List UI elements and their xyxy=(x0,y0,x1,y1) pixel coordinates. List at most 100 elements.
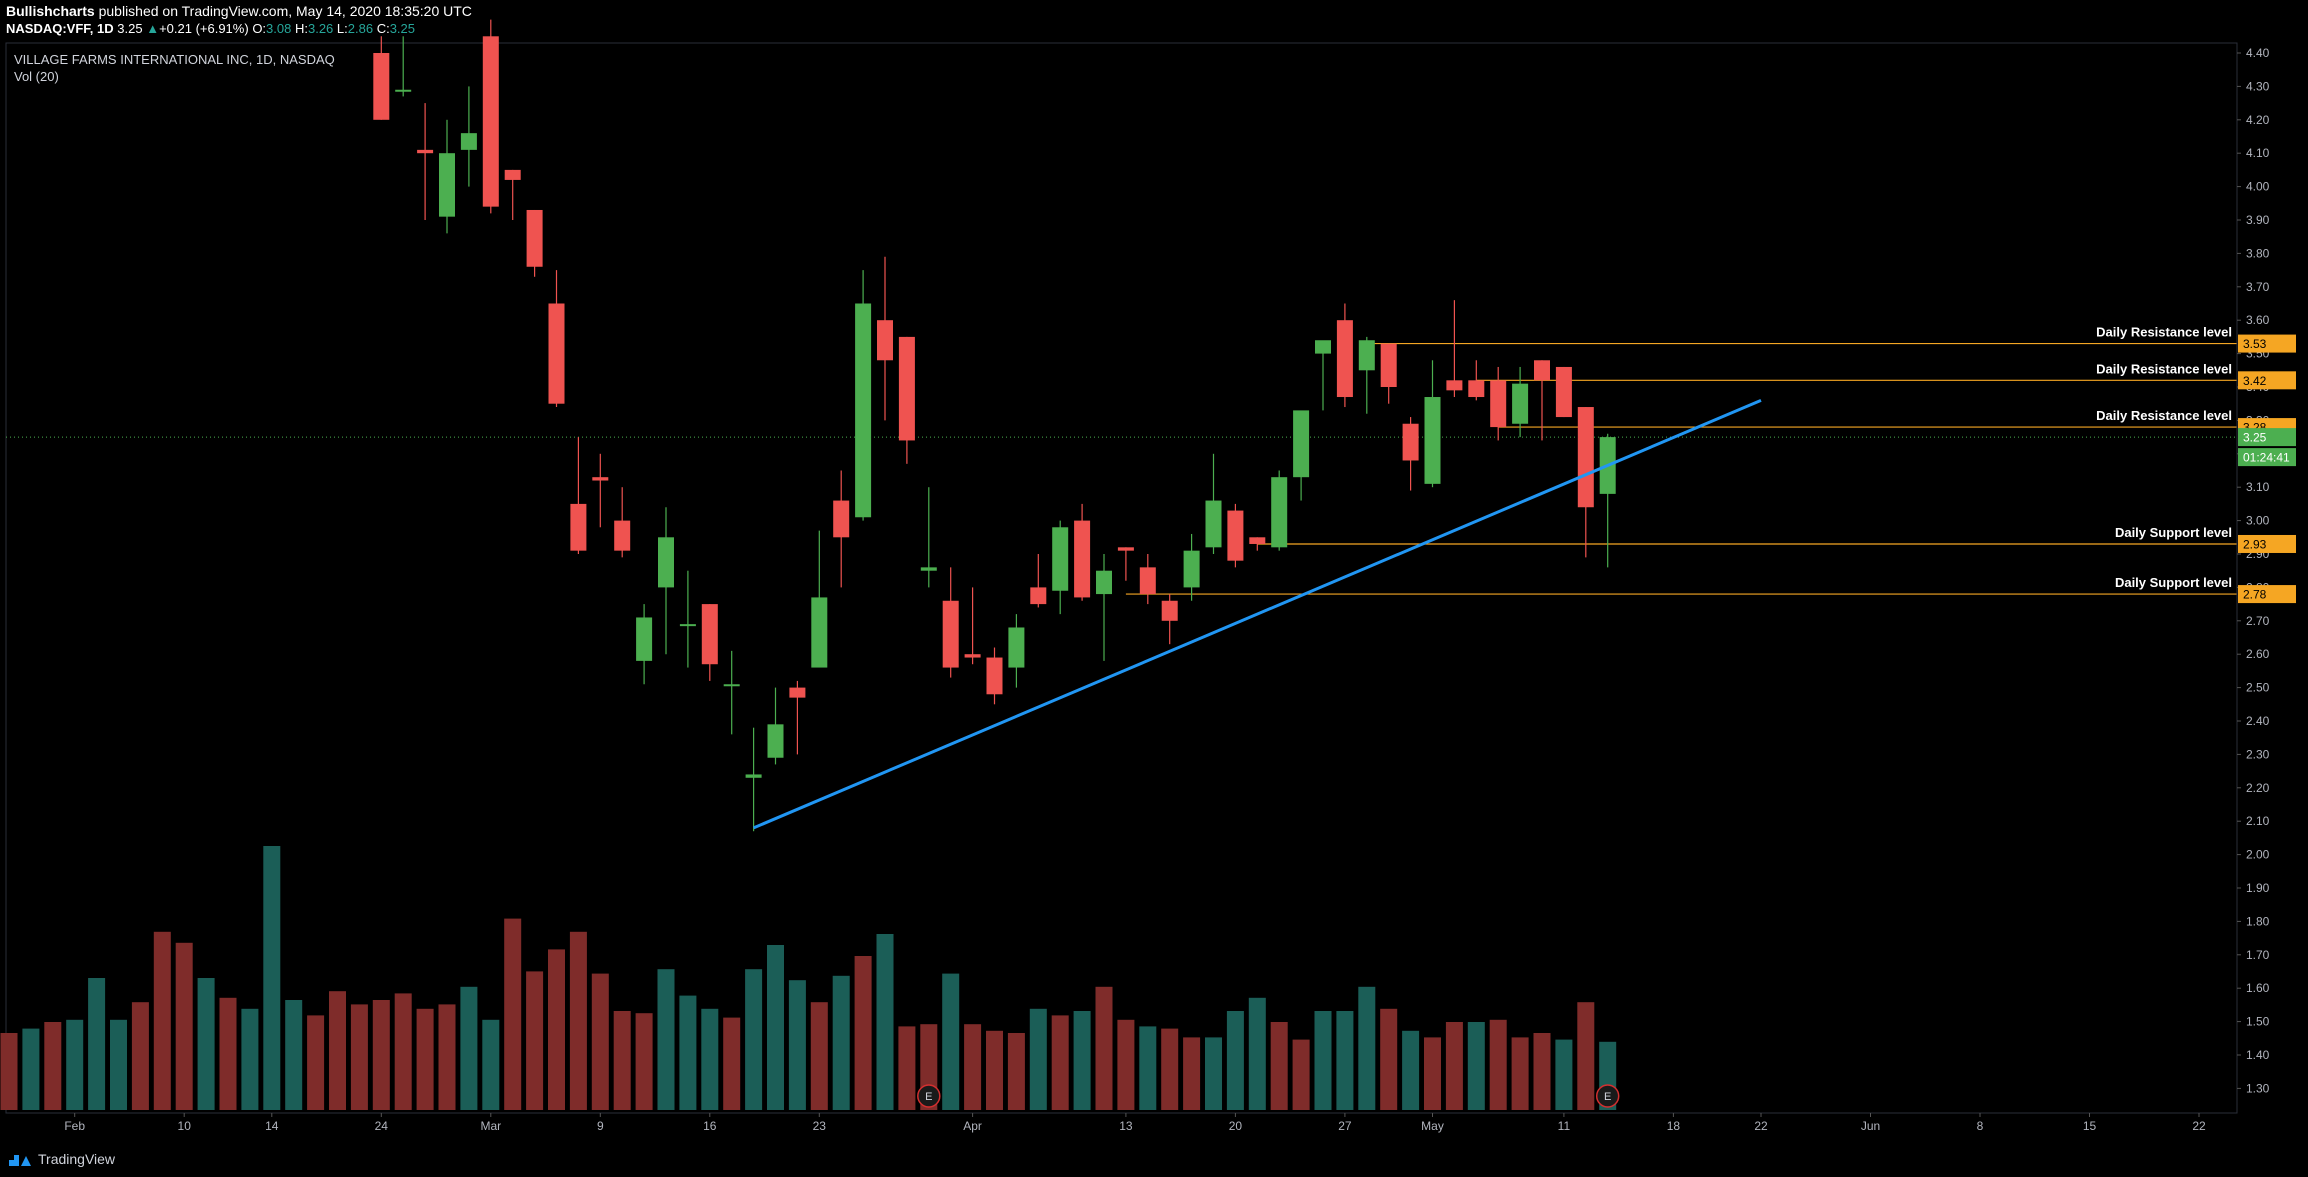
price-chart[interactable]: VILLAGE FARMS INTERNATIONAL INC, 1D, NAS… xyxy=(0,0,2308,1143)
candle-body-down xyxy=(1446,380,1463,391)
candle-body-up xyxy=(1358,340,1375,371)
price-tick-label: 2.60 xyxy=(2246,647,2270,661)
candle-body-down xyxy=(1490,380,1507,428)
volume-bar-down xyxy=(44,1022,62,1110)
volume-bar-down xyxy=(723,1017,741,1110)
candle-body-up xyxy=(920,567,937,571)
tradingview-logo-icon xyxy=(9,1155,31,1167)
price-tick-label: 4.40 xyxy=(2246,46,2270,60)
volume-indicator-label[interactable]: Vol (20) xyxy=(14,69,59,84)
volume-bar-up xyxy=(701,1008,719,1110)
level-label: Daily Resistance level xyxy=(2096,408,2232,423)
volume-bar-down xyxy=(635,1013,653,1110)
candle-body-down xyxy=(701,604,718,665)
price-tick-label: 3.80 xyxy=(2246,246,2270,260)
volume-bar-up xyxy=(1205,1037,1222,1110)
volume-bar-up xyxy=(1139,1026,1157,1110)
volume-bar-up xyxy=(197,978,215,1110)
earnings-marker-icon[interactable] xyxy=(1595,1084,1620,1108)
time-axis[interactable]: Feb 10 14 24 Mar 9 16 23 Apr 13 20 27 May 11 18 22 Jun 8 1… xyxy=(6,1112,2237,1133)
volume-bar-down xyxy=(1292,1039,1310,1110)
volume-bar-up xyxy=(832,975,850,1110)
candle-body-down xyxy=(1139,567,1156,595)
candle-body-up xyxy=(658,537,674,588)
candle-body-down xyxy=(964,654,981,658)
level-price-tag-bg xyxy=(2238,534,2296,553)
volume-bar-up xyxy=(679,995,697,1110)
candle-body-up xyxy=(1052,527,1069,591)
volume-bar-up xyxy=(263,846,281,1110)
price-tick-label: 2.70 xyxy=(2246,614,2270,628)
volume-bar-down xyxy=(350,1004,368,1110)
horizontal-levels[interactable]: Daily Resistance level Daily Resistance l… xyxy=(6,325,2237,595)
candle-body-up xyxy=(811,597,828,668)
candle-body-up xyxy=(1271,477,1288,548)
price-tick-label: 2.00 xyxy=(2246,848,2270,862)
earnings-marker-label: E xyxy=(925,1091,932,1103)
candle-body-down xyxy=(570,503,587,551)
candle-body-down xyxy=(504,169,521,180)
candle-body-down xyxy=(1577,407,1594,508)
price-tick-label: 4.20 xyxy=(2246,113,2270,127)
level-price-tag: 3.53 xyxy=(2243,337,2267,351)
volume-bar-up xyxy=(1336,1011,1354,1110)
candle-body-down xyxy=(1249,537,1266,544)
volume-bar-up xyxy=(241,1008,259,1110)
volume-bar-up xyxy=(745,969,763,1110)
footer-brand-text: TradingView xyxy=(38,1151,116,1167)
tradingview-logo[interactable]: TradingView xyxy=(8,1151,115,1167)
candle-body-down xyxy=(1336,320,1353,398)
volume-bar-down xyxy=(1380,1008,1398,1110)
volume-bar-down xyxy=(175,942,193,1110)
time-tick-label: 16 xyxy=(703,1119,717,1133)
volume-bar-down xyxy=(1095,986,1113,1110)
volume-bar-up xyxy=(1073,1011,1091,1110)
volume-bar-down xyxy=(1051,1015,1069,1110)
candle-body-down xyxy=(1402,423,1419,461)
candle-body-down xyxy=(592,477,609,481)
candle-body-up xyxy=(1205,500,1222,548)
time-tick-label: 24 xyxy=(375,1119,389,1133)
candle-body-down xyxy=(942,600,959,668)
volume-bar-down xyxy=(1117,1019,1135,1110)
price-tick-label: 2.30 xyxy=(2246,747,2270,761)
candle-body-down xyxy=(986,657,1003,695)
volume-bar-up xyxy=(1358,986,1376,1110)
time-tick-label: May xyxy=(1421,1119,1444,1133)
open-label: O: xyxy=(252,21,267,36)
time-tick-label: Feb xyxy=(64,1119,85,1133)
author-name[interactable]: Bullishcharts xyxy=(6,3,95,19)
trendline-segment[interactable] xyxy=(753,398,1762,830)
price-tick-label: 1.90 xyxy=(2246,881,2270,895)
time-tick-label: 8 xyxy=(1977,1119,1984,1133)
earnings-marker-icon[interactable] xyxy=(917,1084,941,1108)
symbol-label[interactable]: NASDAQ:VFF, 1D xyxy=(6,21,114,36)
volume-bar-down xyxy=(416,1008,434,1110)
candle-body-up xyxy=(723,684,740,687)
trendline[interactable] xyxy=(753,398,1762,830)
volume-bar-down xyxy=(372,1000,390,1110)
candle-body-up xyxy=(1424,397,1441,484)
close-label: C: xyxy=(376,21,390,36)
candle-body-down xyxy=(614,520,631,551)
candle-body-up xyxy=(1293,410,1310,478)
volume-bar-up xyxy=(1555,1039,1573,1110)
candle-body-up xyxy=(460,133,477,150)
volume-bar-down xyxy=(1161,1028,1179,1110)
price-tick-label: 3.70 xyxy=(2246,280,2270,294)
high-value: 3.26 xyxy=(307,21,334,36)
volume-bar-down xyxy=(526,971,544,1110)
volume-bar-down xyxy=(1511,1037,1529,1110)
volume-bar-up xyxy=(1226,1011,1244,1110)
volume-bar-down xyxy=(569,931,587,1110)
volume-bar-down xyxy=(1489,1019,1507,1110)
volume-bar-down xyxy=(1424,1037,1441,1110)
candle-body-up xyxy=(395,89,412,92)
candle-body-up xyxy=(1512,383,1529,424)
volume-bar-down xyxy=(898,1026,916,1110)
price-axis[interactable]: 1.30 1.40 1.50 1.60 1.70 1.80 1.90 2.00 2.10 2.20… xyxy=(2236,43,2270,1113)
level-price-tag: 2.93 xyxy=(2243,537,2267,551)
volume-bar-up xyxy=(482,1019,500,1110)
bar-countdown-tag-bg xyxy=(2238,448,2296,467)
